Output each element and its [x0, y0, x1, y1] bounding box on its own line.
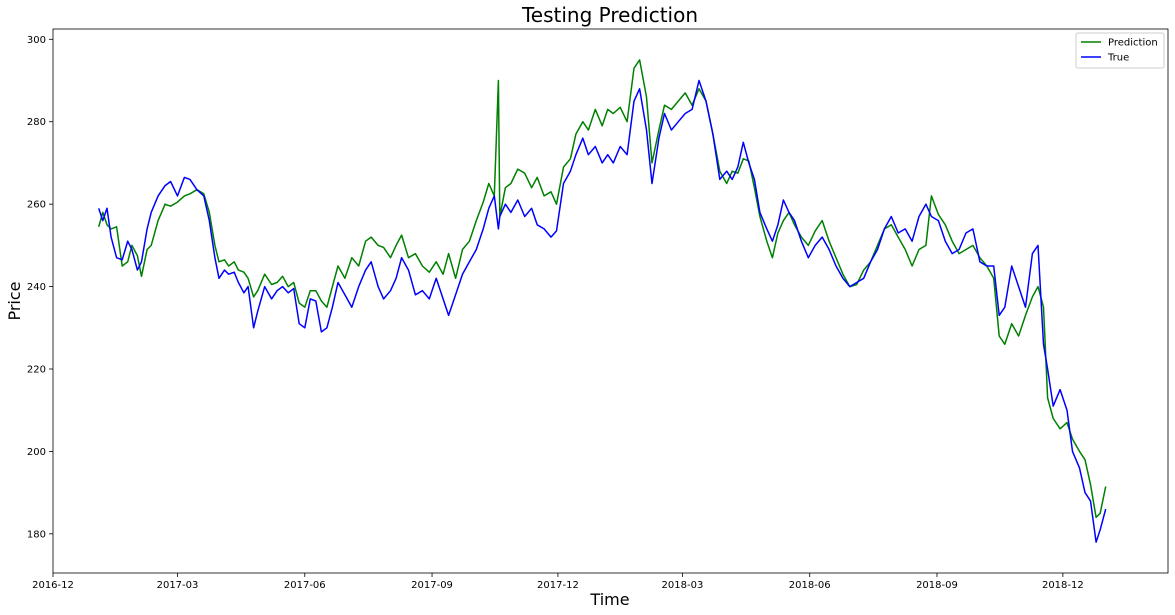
chart-title: Testing Prediction — [521, 3, 698, 27]
x-tick-label: 2017-09 — [411, 580, 453, 591]
series-line-true — [97, 79, 1107, 543]
x-tick-label: 2017-12 — [537, 580, 579, 591]
x-tick-label: 2016-12 — [32, 580, 74, 591]
y-axis-ticks: 180 200 220 240 260 280 300 — [27, 35, 53, 540]
y-tick-label: 220 — [27, 365, 46, 376]
x-tick-label: 2017-06 — [284, 580, 326, 591]
y-tick-label: 300 — [27, 35, 46, 46]
x-tick-label: 2018-06 — [789, 580, 831, 591]
y-tick-label: 260 — [27, 200, 46, 211]
y-tick-label: 240 — [27, 282, 46, 293]
y-tick-label: 180 — [27, 529, 46, 540]
y-tick-label: 200 — [27, 447, 46, 458]
x-tick-label: 2018-03 — [662, 580, 704, 591]
x-tick-label: 2018-09 — [916, 580, 958, 591]
series-layer — [97, 59, 1107, 543]
plot-frame — [52, 28, 1169, 574]
x-tick-label: 2017-03 — [157, 580, 199, 591]
series-line-prediction — [97, 59, 1107, 519]
legend-label-prediction: Prediction — [1108, 38, 1158, 49]
legend-label-true: True — [1107, 53, 1129, 64]
x-axis-ticks: 2016-12 2017-03 2017-06 2017-09 2017-12 2018-… — [32, 573, 1084, 591]
y-axis-label: Price — [5, 281, 24, 320]
y-tick-label: 280 — [27, 117, 46, 128]
legend: Prediction True — [1075, 32, 1165, 69]
x-axis-label: Time — [589, 590, 629, 609]
x-tick-label: 2018-12 — [1042, 580, 1084, 591]
